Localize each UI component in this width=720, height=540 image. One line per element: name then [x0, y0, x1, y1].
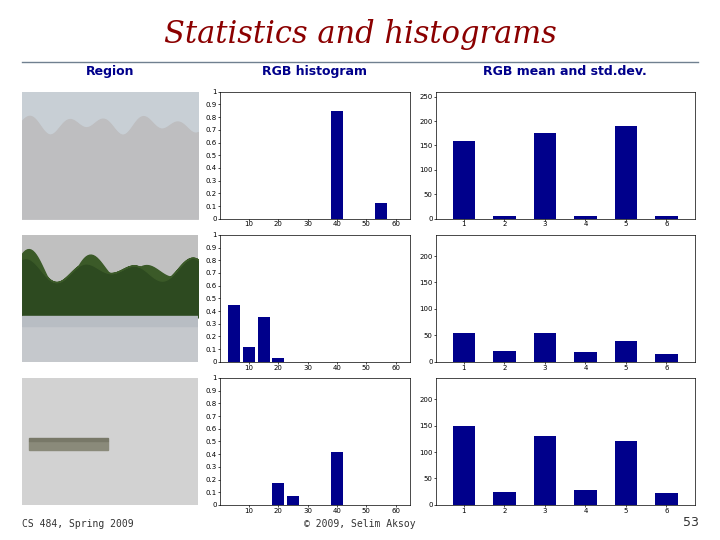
Bar	[655, 216, 678, 219]
Bar	[453, 426, 475, 505]
Bar	[258, 318, 269, 362]
Bar	[243, 347, 255, 362]
Bar	[493, 351, 516, 362]
Bar	[375, 204, 387, 219]
Text: Statistics and histograms: Statistics and histograms	[163, 19, 557, 50]
Bar	[22, 235, 198, 318]
Bar	[29, 438, 108, 442]
Bar	[534, 133, 556, 219]
Text: © 2009, Selim Aksoy: © 2009, Selim Aksoy	[304, 519, 416, 529]
Bar	[534, 436, 556, 505]
Bar	[575, 216, 597, 219]
Bar	[453, 140, 475, 219]
Bar	[615, 341, 637, 362]
Bar	[575, 352, 597, 362]
Bar	[22, 318, 198, 362]
Bar	[287, 496, 299, 505]
Bar	[493, 216, 516, 219]
Bar	[534, 333, 556, 362]
Bar	[22, 316, 198, 326]
Bar	[575, 490, 597, 505]
Bar	[22, 92, 198, 127]
Bar	[655, 493, 678, 505]
Bar	[22, 127, 198, 219]
Bar	[272, 483, 284, 505]
Text: RGB mean and std.dev.: RGB mean and std.dev.	[483, 65, 647, 78]
Text: 53: 53	[683, 516, 698, 529]
Bar	[615, 442, 637, 505]
Bar	[29, 442, 108, 450]
Bar	[228, 305, 240, 362]
Text: CS 484, Spring 2009: CS 484, Spring 2009	[22, 519, 133, 529]
Bar	[493, 492, 516, 505]
Bar	[615, 126, 637, 219]
Bar	[331, 111, 343, 219]
Bar	[453, 333, 475, 362]
Bar	[331, 451, 343, 505]
Bar	[272, 358, 284, 362]
Bar	[22, 326, 198, 362]
Text: RGB histogram: RGB histogram	[263, 65, 367, 78]
Bar	[655, 354, 678, 362]
Text: Region: Region	[86, 65, 134, 78]
